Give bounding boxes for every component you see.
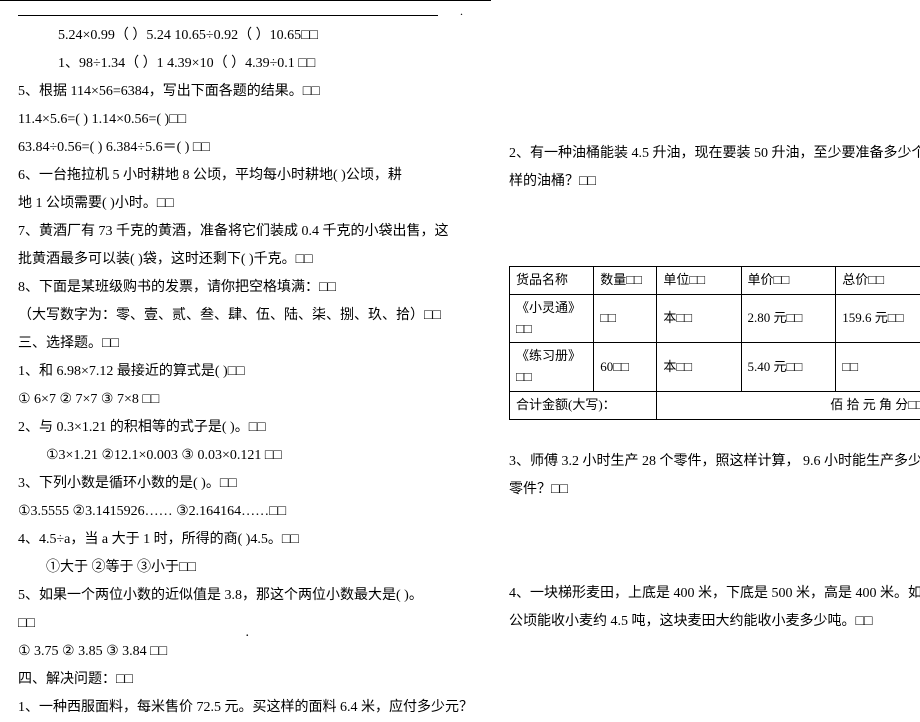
fill-line-1: 5.24×0.99（ ）5.24 10.65÷0.92（ ）10.65□□ bbox=[18, 22, 473, 50]
td-sum-blank: 佰 拾 元 角 分□□ bbox=[657, 391, 920, 419]
s4-opts: ①大于 ②等于 ③小于□□ bbox=[18, 554, 473, 582]
s2-stem: 2、与 0.3×1.21 的积相等的式子是( )。□□ bbox=[18, 414, 473, 442]
td-total: 159.6 元□□ bbox=[836, 294, 920, 343]
s4-stem: 4、4.5÷a，当 a 大于 1 时，所得的商( )4.5。□□ bbox=[18, 526, 473, 554]
td-name: 《练习册》□□ bbox=[510, 343, 594, 392]
table-row: 《练习册》□□ 60□□ 本□□ 5.40 元□□ □□ bbox=[510, 343, 920, 392]
q6-a: 6、一台拖拉机 5 小时耕地 8 公顷，平均每小时耕地( )公顷，耕 bbox=[18, 162, 473, 190]
s1-opts: ① 6×7 ② 7×7 ③ 7×8 □□ bbox=[18, 386, 473, 414]
s2-opts: ①3×1.21 ②12.1×0.003 ③ 0.03×0.121 □□ bbox=[18, 442, 473, 470]
q7-a: 7、黄酒厂有 73 千克的黄酒，准备将它们装成 0.4 千克的小袋出售，这 bbox=[18, 218, 473, 246]
td-unit: 本□□ bbox=[657, 343, 741, 392]
bottom-dot: . bbox=[246, 619, 250, 647]
q7-b: 批黄酒最多可以装( )袋，这时还剩下( )千克。□□ bbox=[18, 246, 473, 274]
td-price: 5.40 元□□ bbox=[741, 343, 836, 392]
td-name: 《小灵通》□□ bbox=[510, 294, 594, 343]
left-column: 5.24×0.99（ ）5.24 10.65÷0.92（ ）10.65□□ 1、… bbox=[0, 0, 491, 651]
td-sum-label: 合计金额(大写)： bbox=[510, 391, 657, 419]
p2-b: 样的油桶？□□ bbox=[509, 168, 920, 196]
p1: 1、一种西服面料，每米售价 72.5 元。买这样的面料 6.4 米，应付多少元？ bbox=[18, 694, 473, 722]
s1-stem: 1、和 6.98×7.12 最接近的算式是( )□□ bbox=[18, 358, 473, 386]
td-qty: □□ bbox=[594, 294, 657, 343]
s3-opts: ①3.5555 ②3.1415926…… ③2.164164……□□ bbox=[18, 498, 473, 526]
table-row: 货品名称 数量□□ 单位□□ 单价□□ 总价□□ bbox=[510, 267, 920, 295]
p3-a: 3、师傅 3.2 小时生产 28 个零件，照这样计算， 9.6 小时能生产多少个 bbox=[509, 448, 920, 476]
p4-a: 4、一块梯形麦田，上底是 400 米，下底是 500 米，高是 400 米。如果… bbox=[509, 580, 920, 608]
invoice-table: 货品名称 数量□□ 单位□□ 单价□□ 总价□□ 《小灵通》□□ □□ 本□□ … bbox=[509, 266, 920, 420]
p2-a: 2、有一种油桶能装 4.5 升油，现在要装 50 升油，至少要准备多少个这 bbox=[509, 140, 920, 168]
q5-stem: 5、根据 114×56=6384，写出下面各题的结果。□□ bbox=[18, 78, 473, 106]
s5-a: 5、如果一个两位小数的近似值是 3.8，那这个两位小数最大是( )。 bbox=[18, 582, 473, 610]
td-total: □□ bbox=[836, 343, 920, 392]
p3-b: 零件？□□ bbox=[509, 476, 920, 504]
q5-a: 11.4×5.6=( ) 1.14×0.56=( )□□ bbox=[18, 106, 473, 134]
td-qty: 60□□ bbox=[594, 343, 657, 392]
s3-stem: 3、下列小数是循环小数的是( )。□□ bbox=[18, 470, 473, 498]
th-unit: 单位□□ bbox=[657, 267, 741, 295]
section-4-title: 四、解决问题：□□ bbox=[18, 666, 473, 694]
th-total: 总价□□ bbox=[836, 267, 920, 295]
table-row-sum: 合计金额(大写)： 佰 拾 元 角 分□□ bbox=[510, 391, 920, 419]
fill-line-2: 1、98÷1.34（ ）1 4.39×10（ ）4.39÷0.1 □□ bbox=[18, 50, 473, 78]
page: . 5.24×0.99（ ）5.24 10.65÷0.92（ ）10.65□□ … bbox=[0, 0, 920, 651]
td-unit: 本□□ bbox=[657, 294, 741, 343]
q5-b: 63.84÷0.56=( ) 6.384÷5.6＝( ) □□ bbox=[18, 134, 473, 162]
th-price: 单价□□ bbox=[741, 267, 836, 295]
td-price: 2.80 元□□ bbox=[741, 294, 836, 343]
th-qty: 数量□□ bbox=[594, 267, 657, 295]
q8-b: （大写数字为：零、壹、贰、叁、肆、伍、陆、柒、捌、玖、拾）□□ bbox=[18, 302, 473, 330]
top-rule bbox=[18, 15, 438, 16]
right-column: 2、有一种油桶能装 4.5 升油，现在要装 50 升油，至少要准备多少个这 样的… bbox=[491, 0, 920, 651]
table-row: 《小灵通》□□ □□ 本□□ 2.80 元□□ 159.6 元□□ bbox=[510, 294, 920, 343]
q6-b: 地 1 公顷需要( )小时。□□ bbox=[18, 190, 473, 218]
th-name: 货品名称 bbox=[510, 267, 594, 295]
section-3-title: 三、选择题。□□ bbox=[18, 330, 473, 358]
p4-b: 公顷能收小麦约 4.5 吨，这块麦田大约能收小麦多少吨。□□ bbox=[509, 608, 920, 636]
q8-a: 8、下面是某班级购书的发票，请你把空格填满：□□ bbox=[18, 274, 473, 302]
